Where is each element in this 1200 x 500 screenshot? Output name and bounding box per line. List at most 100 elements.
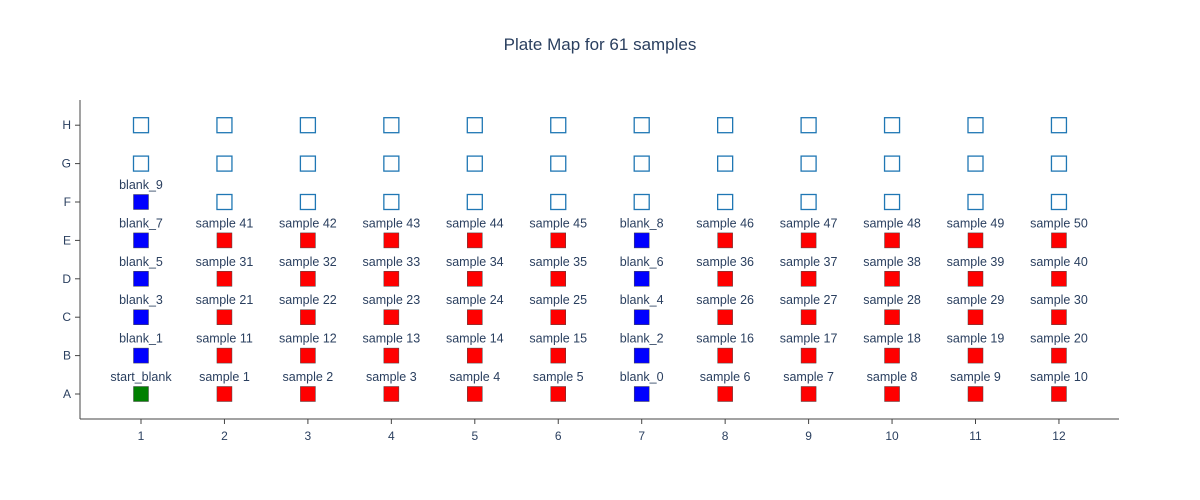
sample-well-marker (300, 271, 316, 287)
sample-well-marker (967, 232, 984, 249)
chart-title: Plate Map for 61 samples (504, 35, 697, 54)
y-tick-label: C (62, 310, 71, 324)
empty-well-marker (717, 155, 734, 172)
well-label: sample 13 (363, 332, 421, 346)
empty-well-marker (800, 193, 817, 211)
x-tick-label: 2 (221, 429, 228, 443)
well-label: sample 24 (446, 293, 504, 307)
well-label: sample 26 (696, 293, 754, 307)
empty-well-marker (216, 117, 233, 134)
blank-well-marker (133, 194, 149, 210)
well-label: sample 4 (449, 370, 500, 384)
well-label: blank_5 (119, 255, 163, 269)
blank-well-marker (133, 232, 149, 249)
well-label: start_blank (110, 370, 172, 384)
empty-well-marker (216, 193, 233, 211)
sample-well-marker (884, 309, 900, 325)
y-tick-label: E (63, 233, 71, 247)
sample-well-marker (550, 232, 566, 249)
well-label: sample 19 (947, 332, 1005, 346)
well-label: sample 38 (863, 255, 921, 269)
sample-well-marker (800, 309, 817, 325)
sample-well-marker (467, 309, 483, 325)
sample-well-marker (383, 232, 400, 249)
sample-well-marker (383, 386, 400, 402)
blank-well-marker (133, 347, 149, 364)
y-tick-label: B (63, 349, 71, 363)
well-label: sample 27 (780, 293, 838, 307)
x-tick-label: 6 (555, 429, 562, 443)
sample-well-marker (216, 386, 233, 402)
sample-well-marker (300, 232, 316, 249)
sample-well-marker (1051, 271, 1067, 287)
well-label: sample 18 (863, 332, 921, 346)
well-label: sample 9 (950, 370, 1001, 384)
empty-well-marker (1050, 155, 1068, 172)
empty-well-marker (466, 193, 483, 211)
blank-well-marker (633, 347, 650, 364)
well-label: sample 34 (446, 255, 504, 269)
blank-well-marker (633, 232, 650, 249)
empty-well-marker (633, 117, 650, 134)
blank-well-marker (133, 309, 149, 325)
empty-well-marker (550, 155, 567, 172)
well-label: sample 32 (279, 255, 337, 269)
well-label: sample 17 (780, 332, 838, 346)
y-tick-label: A (63, 387, 71, 401)
empty-well-marker (383, 193, 400, 211)
sample-well-marker (800, 386, 817, 402)
well-label: sample 36 (696, 255, 754, 269)
well-label: sample 33 (363, 255, 421, 269)
well-label: sample 12 (279, 332, 337, 346)
empty-well-marker (1050, 193, 1068, 211)
sample-well-marker (383, 309, 400, 325)
well-label: sample 11 (196, 332, 253, 346)
blank-well-marker (633, 271, 650, 287)
empty-well-marker (883, 193, 901, 211)
blank-well-marker (633, 386, 650, 402)
well-label: sample 44 (446, 216, 504, 230)
sample-well-marker (884, 347, 900, 364)
well-label: sample 15 (529, 332, 587, 346)
well-label: sample 28 (863, 293, 921, 307)
sample-well-marker (800, 347, 817, 364)
empty-well-marker (132, 155, 150, 172)
sample-well-marker (967, 271, 984, 287)
well-label: sample 39 (947, 255, 1005, 269)
empty-well-marker (299, 155, 317, 172)
well-label: sample 50 (1030, 216, 1088, 230)
sample-well-marker (216, 309, 233, 325)
sample-well-marker (884, 232, 900, 249)
well-label: sample 6 (700, 370, 751, 384)
well-label: blank_2 (620, 332, 664, 346)
sample-well-marker (467, 232, 483, 249)
sample-well-marker (884, 271, 900, 287)
empty-well-marker (967, 155, 984, 172)
well-label: sample 25 (529, 293, 587, 307)
sample-well-marker (717, 347, 733, 364)
empty-well-marker (466, 117, 483, 134)
empty-well-marker (299, 193, 317, 211)
sample-well-marker (383, 271, 400, 287)
well-label: blank_7 (119, 216, 163, 230)
empty-well-marker (466, 155, 483, 172)
sample-well-marker (550, 386, 566, 402)
sample-well-marker (967, 347, 984, 364)
well-label: sample 43 (363, 216, 421, 230)
sample-well-marker (1051, 232, 1067, 249)
empty-well-marker (216, 155, 233, 172)
well-label: sample 29 (947, 293, 1005, 307)
empty-well-marker (633, 155, 650, 172)
well-label: sample 48 (863, 216, 921, 230)
x-tick-label: 12 (1052, 429, 1066, 443)
sample-well-marker (550, 347, 566, 364)
sample-well-marker (1051, 386, 1067, 402)
well-label: sample 23 (363, 293, 421, 307)
well-label: sample 40 (1030, 255, 1088, 269)
empty-well-marker (717, 193, 734, 211)
sample-well-marker (717, 271, 733, 287)
blank-well-marker (133, 271, 149, 287)
sample-well-marker (467, 386, 483, 402)
well-label: sample 37 (780, 255, 838, 269)
